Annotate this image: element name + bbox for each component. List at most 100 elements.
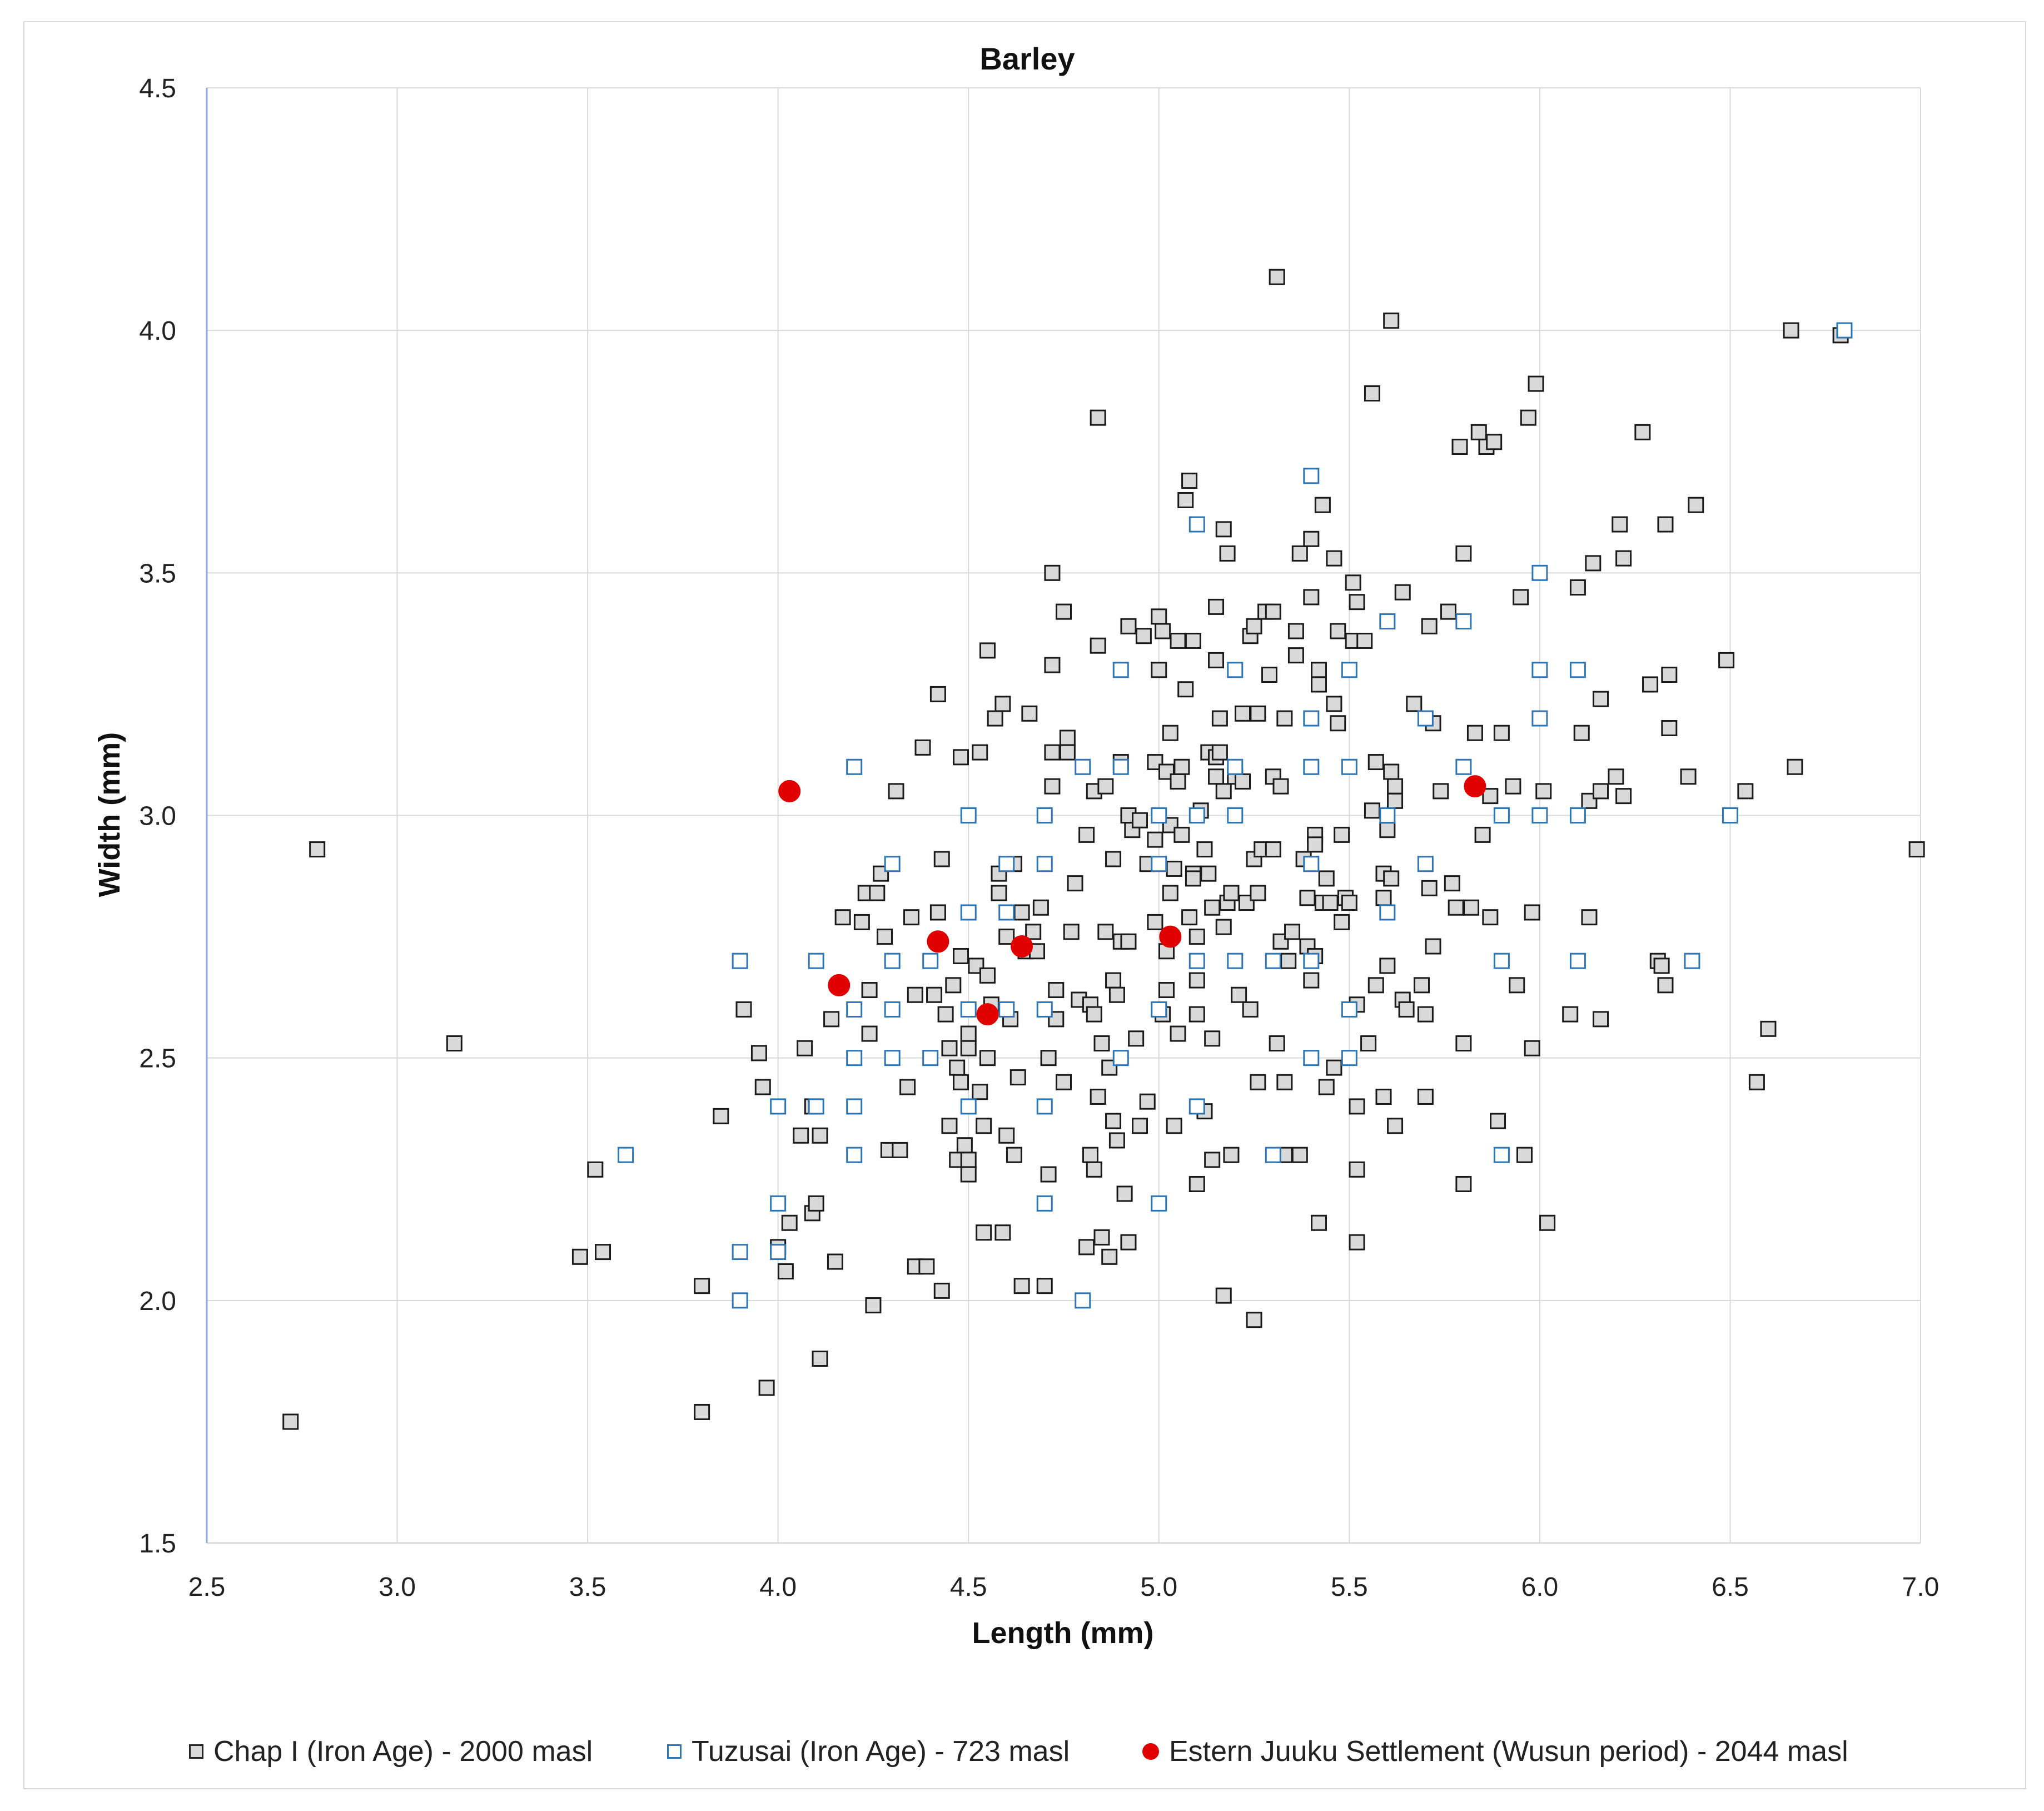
chap-point — [1063, 924, 1080, 940]
tuzusai-point — [1569, 952, 1586, 969]
tuzusai-point — [1722, 807, 1738, 823]
chap-point — [1044, 657, 1061, 673]
chap-point — [781, 1214, 798, 1231]
tuzusai-point — [1188, 516, 1205, 533]
chap-point — [1433, 783, 1449, 800]
tuzusai-point — [1569, 807, 1586, 823]
chap-point — [1101, 1248, 1118, 1265]
chap-point — [1474, 826, 1491, 843]
chap-point — [1208, 652, 1225, 668]
chap-point — [750, 1045, 767, 1061]
tuzusai-point — [960, 1001, 977, 1018]
chap-point — [1272, 778, 1289, 795]
chap-point — [1303, 530, 1320, 547]
legend-label-tuzusai: Tuzusai (Iron Age) - 723 masl — [692, 1735, 1070, 1768]
chap-point — [1349, 1098, 1365, 1115]
x-tick-label: 5.0 — [1140, 1572, 1177, 1602]
chap-point — [1170, 632, 1186, 649]
chap-point — [1177, 492, 1194, 508]
chap-point — [1108, 1132, 1125, 1149]
chap-point — [853, 914, 870, 930]
chap-point — [1657, 516, 1674, 533]
chap-point — [1151, 662, 1167, 678]
chap-point — [953, 947, 969, 964]
chap-point — [797, 1040, 813, 1056]
chap-point — [1204, 1152, 1221, 1168]
x-tick-label: 5.5 — [1331, 1572, 1368, 1602]
tuzusai-point — [1531, 710, 1548, 727]
tuzusai-point — [884, 952, 901, 969]
chap-point — [1048, 982, 1065, 999]
tuzusai-point — [846, 758, 863, 775]
chap-point — [1242, 1001, 1259, 1018]
chap-point — [1204, 899, 1221, 916]
chap-point — [1311, 662, 1327, 678]
chap-point — [1132, 1118, 1148, 1134]
chap-point — [972, 744, 988, 761]
chap-point — [1155, 623, 1171, 639]
chap-point — [1090, 1088, 1106, 1105]
chap-point — [1383, 870, 1400, 887]
tuzusai-point — [1227, 807, 1244, 823]
chap-point — [953, 1074, 969, 1090]
chap-point — [1211, 710, 1228, 727]
chap-point — [1044, 564, 1061, 581]
chap-point — [777, 1263, 794, 1279]
chap-point — [1056, 603, 1072, 620]
chap-point — [1276, 1074, 1293, 1090]
chap-point — [1215, 783, 1232, 800]
tuzusai-point — [732, 1292, 748, 1309]
x-tick-label: 3.5 — [569, 1572, 606, 1602]
tuzusai-point — [1227, 662, 1244, 678]
chap-point — [1383, 763, 1400, 780]
x-tick-label: 6.0 — [1521, 1572, 1559, 1602]
chap-point — [876, 929, 893, 945]
tuzusai-point — [1341, 1050, 1357, 1066]
y-tick-label: 2.0 — [139, 1287, 176, 1316]
chap-point — [892, 1142, 908, 1158]
chap-point — [1513, 589, 1529, 606]
chap-point — [1375, 890, 1392, 906]
chap-point — [937, 1006, 954, 1023]
chap-point — [1105, 972, 1122, 989]
tuzusai-point — [1112, 662, 1129, 678]
chap-point — [1573, 725, 1590, 741]
juuku-point — [828, 974, 851, 996]
juuku-point — [778, 780, 801, 802]
chap-point — [1425, 938, 1441, 955]
legend-marker-chap — [189, 1744, 203, 1759]
tuzusai-point — [1188, 1098, 1205, 1115]
chap-point — [1120, 1234, 1137, 1251]
chap-point — [865, 1297, 882, 1314]
chap-point — [998, 929, 1015, 945]
chap-point — [1612, 516, 1628, 533]
tuzusai-point — [1455, 613, 1472, 630]
chap-point — [1593, 691, 1609, 707]
tuzusai-point — [884, 1050, 901, 1066]
tuzusai-point — [1303, 856, 1320, 872]
chap-point — [1463, 899, 1480, 916]
tuzusai-point — [618, 1147, 634, 1163]
chap-point — [994, 696, 1011, 712]
chap-point — [1116, 1185, 1133, 1202]
tuzusai-point — [1303, 710, 1320, 727]
chap-point — [571, 1248, 588, 1265]
chap-point — [1078, 826, 1095, 843]
tuzusai-point — [770, 1244, 787, 1261]
tuzusai-point — [1341, 1001, 1357, 1018]
chap-point — [694, 1278, 710, 1294]
chap-point — [953, 749, 969, 766]
chap-point — [1090, 409, 1106, 426]
chap-point — [1246, 618, 1262, 634]
chap-point — [926, 986, 943, 1003]
chap-point — [1135, 628, 1152, 644]
chap-point — [1562, 1006, 1579, 1023]
chap-point — [812, 1351, 828, 1367]
x-tick-label: 6.5 — [1712, 1572, 1749, 1602]
tuzusai-point — [1227, 758, 1244, 775]
chap-point — [1093, 1229, 1110, 1246]
chap-point — [1387, 1118, 1404, 1134]
tuzusai-point — [1379, 904, 1396, 921]
x-tick-label: 7.0 — [1902, 1572, 1939, 1602]
chap-point — [1261, 667, 1277, 683]
